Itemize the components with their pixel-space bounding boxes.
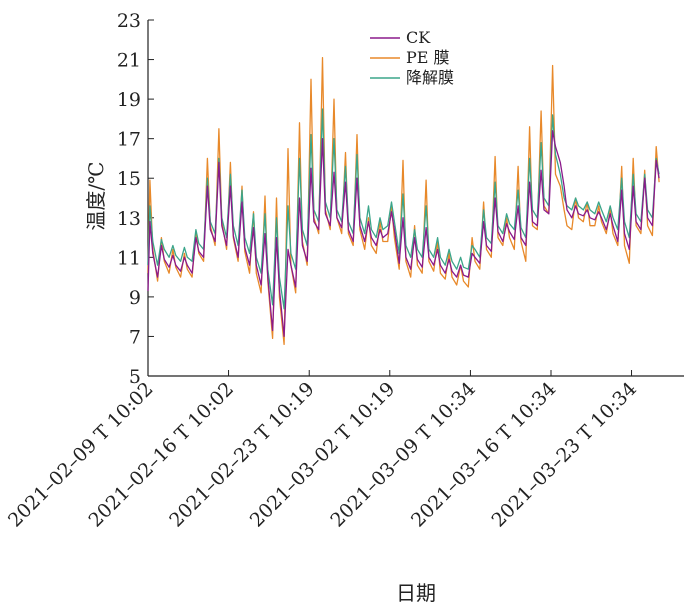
x-tick-label: 2021–03–16 T 10:34	[407, 378, 561, 532]
legend-label-0: CK	[406, 28, 431, 47]
y-tick-label: 13	[117, 208, 141, 230]
x-tick-label: 2021–03–02 T 10:19	[246, 378, 400, 532]
chart-plot-area	[147, 56, 660, 346]
series-line-2	[147, 108, 660, 310]
y-tick-label: 7	[129, 326, 141, 348]
x-axis-title: 日期	[396, 581, 436, 605]
y-tick-label: 19	[117, 89, 141, 111]
legend-label-1: PE 膜	[406, 48, 450, 67]
legend-label-2: 降解膜	[406, 68, 454, 87]
y-tick-label: 17	[117, 129, 141, 151]
y-tick-label: 15	[117, 168, 141, 190]
x-tick-label: 2021–03–23 T 10:34	[487, 378, 641, 532]
y-tick-label: 23	[117, 10, 141, 32]
x-tick-label: 2021–02–23 T 10:19	[165, 378, 319, 532]
y-tick-label: 5	[129, 366, 141, 388]
x-tick-label: 2021–02–09 T 10:02	[4, 378, 158, 532]
chart-axes	[147, 20, 684, 377]
series-line-0	[147, 130, 660, 338]
y-tick-label: 21	[117, 50, 141, 72]
y-axis-title: 温度/℃	[84, 161, 108, 230]
x-tick-label: 2021–02–16 T 10:02	[84, 378, 238, 532]
y-tick-label: 9	[129, 287, 141, 309]
y-tick-label: 11	[117, 247, 141, 269]
x-tick-label: 2021–03–09 T 10:34	[326, 378, 480, 532]
